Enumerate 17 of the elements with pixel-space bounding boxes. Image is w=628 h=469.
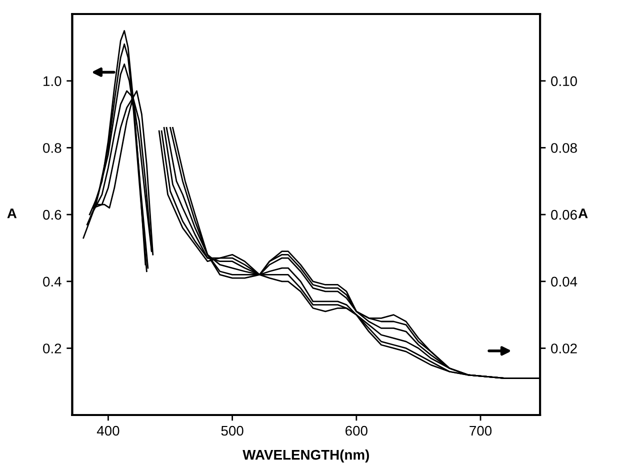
x-tick-label: 600 [346,426,368,436]
y-axis-title: A [7,208,17,218]
y2-tick-label: 0.06 [551,210,577,220]
y2-tick-label: 0.02 [551,344,577,354]
y-tick-label: 1.0 [44,76,62,86]
x-tick-label: 700 [470,426,492,436]
y2-tick-label: 0.04 [551,276,578,287]
x-axis-title: WAVELENGTH(nm) [242,450,369,462]
x-tick-label: 400 [96,426,120,436]
y2-axis-title: A [578,208,588,218]
y2-tick-label: 0.08 [551,143,577,153]
x-tick-label: 500 [221,426,244,436]
y-tick-label: 0.8 [43,143,62,153]
y-tick-label: 0.4 [43,276,62,287]
y-tick-label: 0.6 [43,210,62,220]
y-tick-label: 0.2 [43,344,62,354]
y2-tick-label: 0.10 [551,76,577,86]
